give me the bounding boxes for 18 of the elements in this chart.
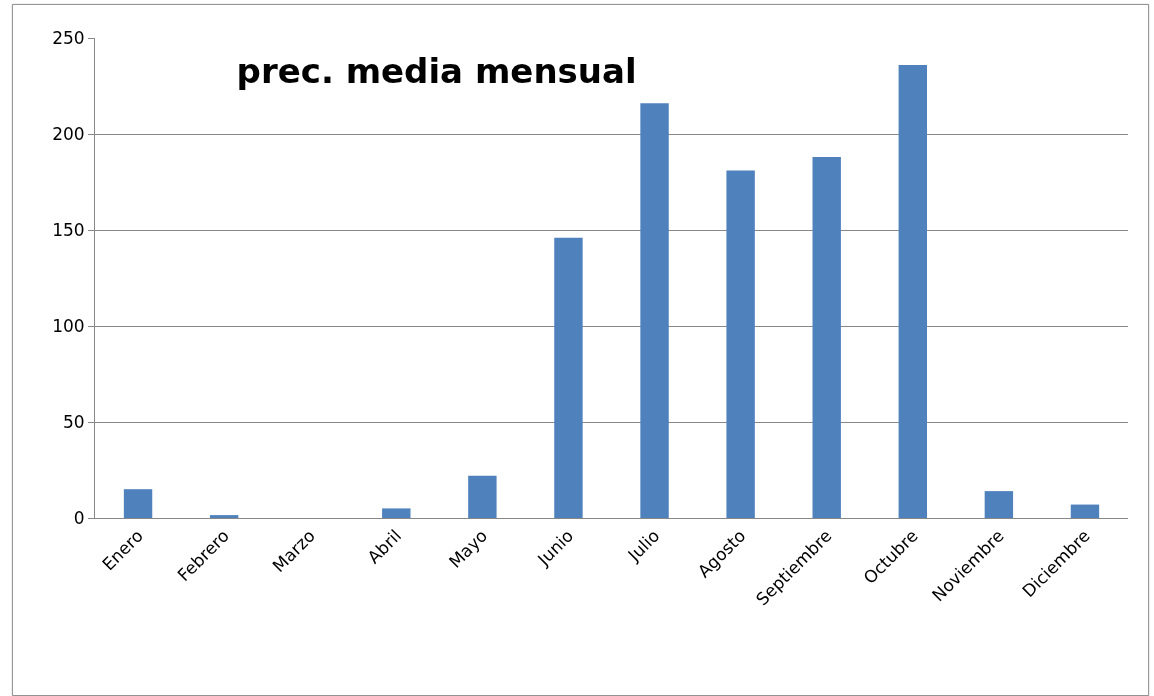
bar	[726, 170, 755, 518]
bar	[468, 475, 497, 518]
chart-title: prec. media mensual	[236, 50, 637, 91]
bar	[209, 515, 239, 518]
bar	[1070, 504, 1100, 518]
y-tick-label: 200	[52, 123, 85, 144]
y-tick-label: 150	[52, 219, 85, 240]
y-tick-label: 250	[52, 27, 85, 48]
y-tick-label: 100	[52, 315, 85, 336]
bar	[640, 103, 669, 518]
y-tick-label: 0	[73, 507, 85, 528]
bar	[554, 237, 583, 518]
y-tick-label: 50	[62, 411, 85, 432]
bar	[984, 491, 1014, 518]
bar	[123, 489, 153, 518]
bar	[812, 157, 841, 518]
bar	[382, 508, 411, 518]
bar	[898, 64, 927, 518]
